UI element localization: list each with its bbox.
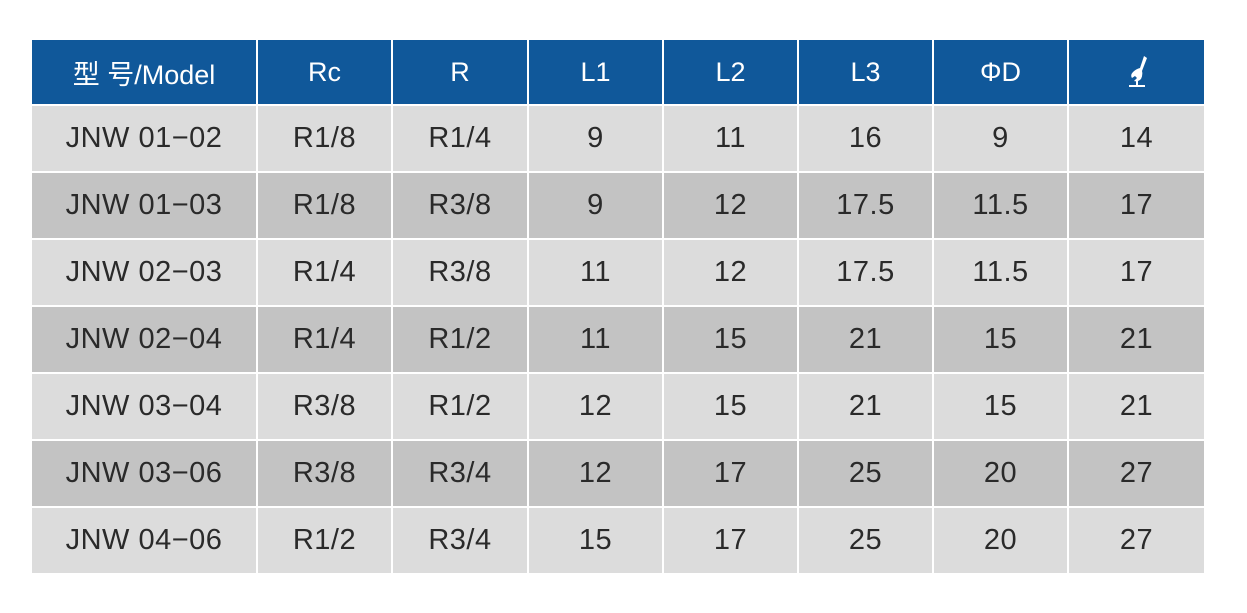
- cell-diameter: 20: [932, 506, 1069, 575]
- table-row: JNW 01−03 R1/8 R3/8 9 12 17.5 11.5 17: [32, 171, 1204, 240]
- cell-l2: 17: [662, 439, 799, 508]
- cell-wrench-size: 21: [1067, 372, 1204, 441]
- cell-wrench-size: 21: [1067, 305, 1204, 374]
- cell-l3: 21: [797, 372, 934, 441]
- cell-l2: 12: [662, 171, 799, 240]
- cell-diameter: 11.5: [932, 171, 1069, 240]
- cell-l2: 12: [662, 238, 799, 307]
- wrench-icon: [1125, 55, 1149, 87]
- cell-l1: 12: [527, 372, 664, 441]
- cell-rc: R3/8: [256, 372, 393, 441]
- cell-l1: 11: [527, 305, 664, 374]
- header-diameter: ΦD: [932, 40, 1069, 106]
- cell-l3: 17.5: [797, 171, 934, 240]
- cell-model: JNW 04−06: [32, 506, 258, 575]
- table-row: JNW 01−02 R1/8 R1/4 9 11 16 9 14: [32, 104, 1204, 173]
- header-l2: L2: [662, 40, 799, 106]
- cell-diameter: 11.5: [932, 238, 1069, 307]
- cell-wrench-size: 14: [1067, 104, 1204, 173]
- cell-l1: 11: [527, 238, 664, 307]
- cell-model: JNW 01−03: [32, 171, 258, 240]
- cell-model: JNW 02−03: [32, 238, 258, 307]
- cell-diameter: 20: [932, 439, 1069, 508]
- cell-wrench-size: 17: [1067, 171, 1204, 240]
- cell-wrench-size: 17: [1067, 238, 1204, 307]
- cell-model: JNW 01−02: [32, 104, 258, 173]
- cell-l3: 25: [797, 439, 934, 508]
- cell-r: R1/2: [391, 305, 529, 374]
- cell-r: R3/4: [391, 506, 529, 575]
- cell-l2: 11: [662, 104, 799, 173]
- cell-diameter: 15: [932, 305, 1069, 374]
- cell-r: R3/8: [391, 238, 529, 307]
- cell-model: JNW 03−06: [32, 439, 258, 508]
- cell-rc: R1/2: [256, 506, 393, 575]
- cell-l1: 9: [527, 171, 664, 240]
- cell-model: JNW 02−04: [32, 305, 258, 374]
- cell-l1: 15: [527, 506, 664, 575]
- header-r: R: [391, 40, 529, 106]
- header-rc: Rc: [256, 40, 393, 106]
- header-l3: L3: [797, 40, 934, 106]
- header-row: 型 号/Model Rc R L1 L2 L3 ΦD: [32, 40, 1204, 106]
- header-model: 型 号/Model: [32, 40, 258, 106]
- cell-rc: R3/8: [256, 439, 393, 508]
- cell-rc: R1/4: [256, 305, 393, 374]
- cell-r: R1/2: [391, 372, 529, 441]
- header-wrench: [1067, 40, 1204, 106]
- cell-l3: 17.5: [797, 238, 934, 307]
- cell-rc: R1/8: [256, 104, 393, 173]
- cell-wrench-size: 27: [1067, 506, 1204, 575]
- cell-l2: 17: [662, 506, 799, 575]
- table-row: JNW 02−04 R1/4 R1/2 11 15 21 15 21: [32, 305, 1204, 374]
- header-l1: L1: [527, 40, 664, 106]
- cell-rc: R1/4: [256, 238, 393, 307]
- cell-l2: 15: [662, 305, 799, 374]
- cell-l1: 9: [527, 104, 664, 173]
- spec-table: 型 号/Model Rc R L1 L2 L3 ΦD JNW 01−02 R1/8…: [32, 40, 1204, 575]
- cell-l3: 21: [797, 305, 934, 374]
- table-row: JNW 03−04 R3/8 R1/2 12 15 21 15 21: [32, 372, 1204, 441]
- cell-wrench-size: 27: [1067, 439, 1204, 508]
- cell-diameter: 15: [932, 372, 1069, 441]
- table-row: JNW 04−06 R1/2 R3/4 15 17 25 20 27: [32, 506, 1204, 575]
- table-row: JNW 03−06 R3/8 R3/4 12 17 25 20 27: [32, 439, 1204, 508]
- cell-l3: 25: [797, 506, 934, 575]
- cell-r: R3/4: [391, 439, 529, 508]
- cell-model: JNW 03−04: [32, 372, 258, 441]
- cell-l3: 16: [797, 104, 934, 173]
- cell-l2: 15: [662, 372, 799, 441]
- cell-rc: R1/8: [256, 171, 393, 240]
- cell-diameter: 9: [932, 104, 1069, 173]
- table-row: JNW 02−03 R1/4 R3/8 11 12 17.5 11.5 17: [32, 238, 1204, 307]
- cell-r: R3/8: [391, 171, 529, 240]
- cell-l1: 12: [527, 439, 664, 508]
- cell-r: R1/4: [391, 104, 529, 173]
